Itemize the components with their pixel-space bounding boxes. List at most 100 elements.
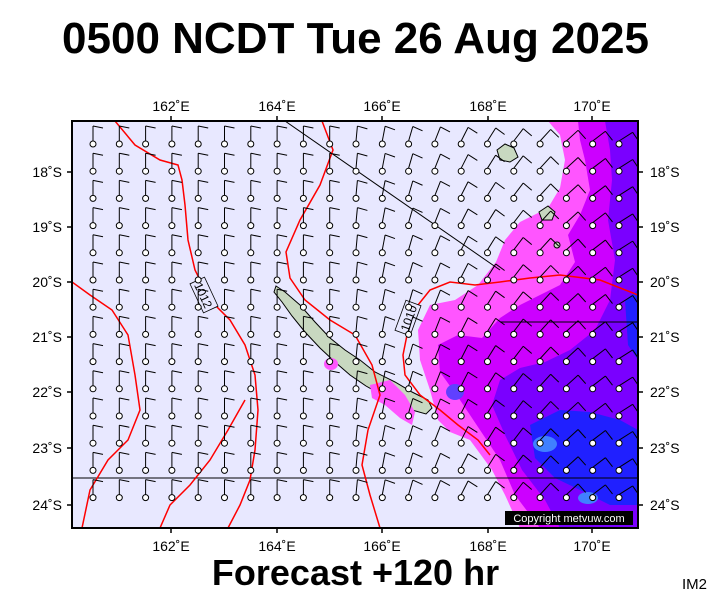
wind-barb bbox=[326, 261, 340, 284]
wind-barb bbox=[405, 126, 423, 148]
wind-barb bbox=[352, 315, 368, 338]
wind-barb bbox=[221, 315, 235, 338]
wind-barb bbox=[405, 289, 423, 311]
wind-barb bbox=[589, 158, 613, 175]
wind-barb bbox=[115, 343, 130, 366]
wind-barb bbox=[273, 424, 288, 447]
wind-barb bbox=[405, 207, 423, 230]
wind-barb bbox=[405, 234, 423, 257]
wind-barb bbox=[142, 451, 156, 474]
wind-barb bbox=[194, 234, 209, 257]
wind-barb bbox=[194, 288, 209, 311]
wind-barb bbox=[221, 234, 235, 257]
wind-barb bbox=[299, 288, 314, 311]
wind-barb bbox=[247, 261, 261, 284]
wind-barb bbox=[589, 266, 613, 284]
lat-label-left: 21˚S bbox=[32, 329, 62, 345]
wind-barb bbox=[168, 315, 182, 338]
wind-barb bbox=[615, 159, 638, 175]
wind-barb bbox=[352, 451, 368, 474]
lat-label-left: 20˚S bbox=[32, 274, 62, 290]
wind-barb bbox=[352, 261, 368, 284]
wind-barb bbox=[168, 234, 182, 257]
wind-barb bbox=[299, 207, 314, 230]
wind-barb bbox=[221, 479, 235, 502]
wind-barb bbox=[589, 375, 613, 393]
wind-barb bbox=[142, 234, 156, 257]
wind-barb bbox=[221, 424, 235, 447]
wind-barb bbox=[273, 288, 288, 311]
wind-barb bbox=[168, 424, 182, 447]
wind-barb bbox=[510, 209, 533, 230]
wind-barb bbox=[589, 239, 613, 257]
forecast-label: Forecast +120 hr bbox=[211, 552, 500, 593]
wind-barb bbox=[431, 371, 451, 393]
lon-label-top: 166˚E bbox=[363, 98, 400, 114]
wind-barb bbox=[221, 152, 235, 175]
wind-barb bbox=[89, 397, 104, 420]
wind-barb bbox=[378, 288, 396, 311]
wind-barb bbox=[484, 154, 505, 175]
wind-barb bbox=[115, 424, 130, 447]
wind-barb bbox=[115, 370, 130, 393]
wind-barb bbox=[273, 261, 288, 284]
lat-label-right: 21˚S bbox=[650, 329, 680, 345]
wind-barb bbox=[247, 288, 261, 311]
wind-barb bbox=[378, 479, 396, 502]
wind-barb bbox=[589, 348, 613, 366]
wind-barb bbox=[562, 347, 587, 366]
wind-barb bbox=[589, 484, 613, 502]
wind-barb bbox=[457, 154, 478, 175]
wind-barb bbox=[510, 237, 533, 257]
wind-barb bbox=[536, 265, 560, 284]
wind-barb bbox=[615, 431, 638, 447]
wind-barb bbox=[431, 126, 451, 148]
wind-barb bbox=[352, 288, 368, 311]
wind-barb bbox=[615, 186, 638, 202]
wind-barb bbox=[457, 371, 478, 393]
wind-barb bbox=[457, 262, 478, 284]
wind-barb bbox=[352, 424, 368, 447]
wind-barb bbox=[115, 152, 130, 175]
wind-barb bbox=[89, 370, 104, 393]
wind-barb bbox=[168, 179, 182, 202]
wind-barb bbox=[510, 291, 533, 311]
wind-barb bbox=[89, 179, 104, 202]
wind-barb bbox=[194, 207, 209, 230]
wind-barb bbox=[562, 238, 587, 257]
wind-barb bbox=[221, 207, 235, 230]
wind-barb bbox=[510, 182, 533, 202]
wind-barb bbox=[352, 397, 368, 420]
wind-barb bbox=[142, 370, 156, 393]
wind-barb bbox=[536, 455, 560, 474]
wind-barb bbox=[562, 429, 587, 447]
wind-barb bbox=[378, 152, 396, 175]
wind-barb bbox=[221, 288, 235, 311]
wind-barb bbox=[247, 397, 261, 420]
wind-barb bbox=[194, 451, 209, 474]
wind-barb bbox=[247, 424, 261, 447]
wind-barb bbox=[589, 294, 613, 311]
wind-barb bbox=[378, 370, 396, 393]
wind-barb bbox=[378, 452, 396, 474]
wind-barb bbox=[431, 398, 451, 420]
wind-barb bbox=[326, 479, 340, 502]
wind-barb bbox=[142, 207, 156, 230]
lat-label-right: 23˚S bbox=[650, 440, 680, 456]
lat-label-left: 23˚S bbox=[32, 440, 62, 456]
wind-barb bbox=[562, 401, 587, 420]
wind-barb bbox=[273, 343, 288, 366]
wind-barb bbox=[536, 210, 560, 230]
wind-barb bbox=[510, 128, 533, 148]
wind-barb bbox=[484, 345, 505, 366]
wind-barb bbox=[273, 397, 288, 420]
wind-barb bbox=[457, 453, 478, 474]
wind-barb bbox=[431, 344, 451, 366]
wind-barb bbox=[247, 315, 261, 338]
wind-barb bbox=[589, 402, 613, 420]
wind-barb bbox=[615, 131, 638, 148]
wind-barb bbox=[589, 212, 613, 230]
wind-barb bbox=[352, 207, 368, 230]
wind-barb bbox=[457, 426, 478, 447]
wind-barb bbox=[273, 207, 288, 230]
